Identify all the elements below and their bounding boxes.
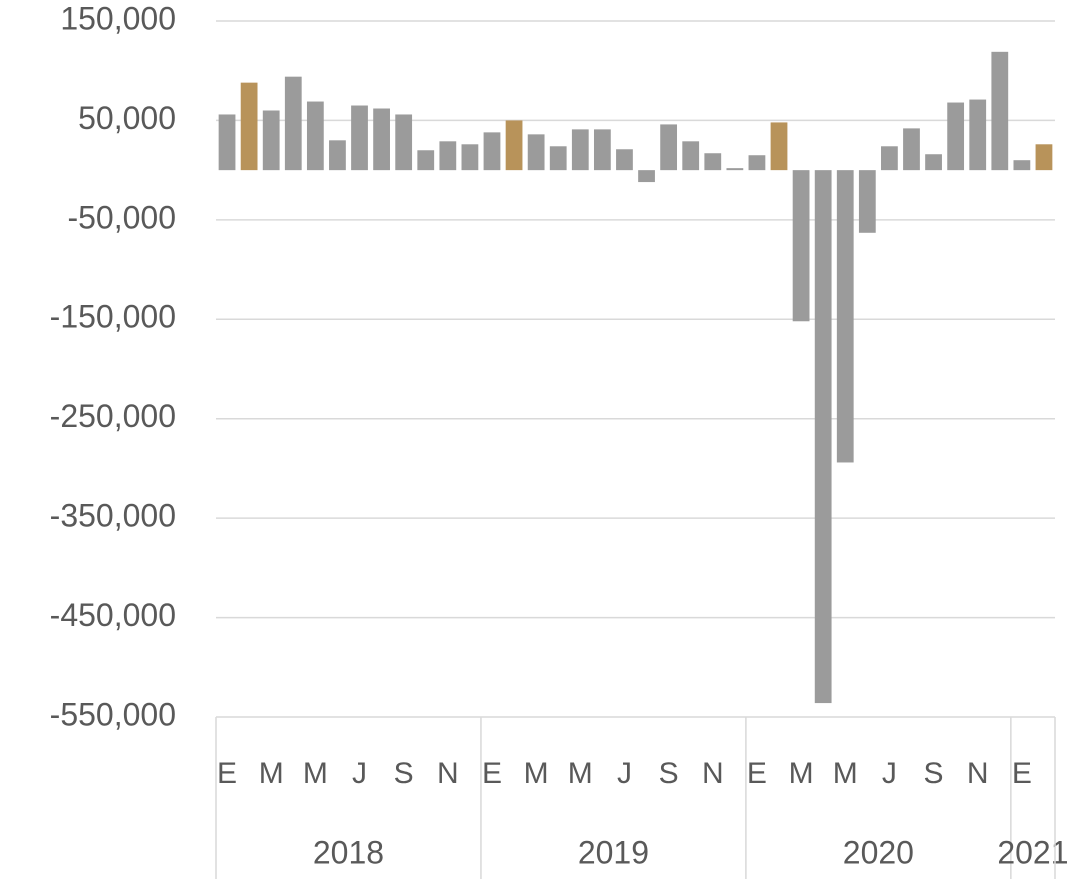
x-tick-label: N bbox=[437, 757, 459, 790]
bar bbox=[395, 114, 413, 171]
x-tick-label: M bbox=[789, 757, 814, 790]
x-tick-label: E bbox=[217, 757, 237, 790]
bar bbox=[483, 132, 501, 171]
x-tick-label: M bbox=[833, 757, 858, 790]
y-tick-label: 50,000 bbox=[78, 100, 176, 136]
x-tick-label: J bbox=[882, 757, 897, 790]
x-tick-label: J bbox=[352, 757, 367, 790]
bar bbox=[638, 170, 655, 183]
x-tick-label: M bbox=[303, 757, 328, 790]
x-tick-label: S bbox=[924, 757, 944, 790]
bar bbox=[284, 76, 302, 171]
bar bbox=[240, 82, 258, 171]
group-label: 2019 bbox=[578, 834, 649, 870]
y-tick-label: -50,000 bbox=[67, 199, 176, 235]
bar bbox=[461, 144, 479, 171]
bar bbox=[527, 134, 545, 171]
y-tick-label: -550,000 bbox=[50, 696, 176, 732]
bar bbox=[351, 105, 368, 171]
bar bbox=[991, 51, 1009, 171]
bar bbox=[1035, 144, 1053, 171]
bar bbox=[969, 99, 987, 171]
bar bbox=[748, 155, 766, 171]
bar bbox=[925, 154, 942, 171]
bar bbox=[836, 170, 854, 463]
y-tick-label: -450,000 bbox=[50, 597, 176, 633]
y-tick-label: -150,000 bbox=[50, 299, 176, 335]
bar bbox=[549, 146, 567, 171]
group-label: 2020 bbox=[843, 834, 914, 870]
bar bbox=[571, 129, 589, 171]
x-tick-label: E bbox=[747, 757, 767, 790]
bar bbox=[858, 170, 876, 233]
bar bbox=[417, 150, 435, 171]
x-tick-label: S bbox=[394, 757, 414, 790]
bar bbox=[947, 102, 965, 171]
bar bbox=[726, 168, 744, 171]
y-tick-label: 150,000 bbox=[60, 0, 176, 36]
x-tick-label: M bbox=[568, 757, 593, 790]
bar bbox=[439, 141, 457, 171]
bar bbox=[660, 124, 678, 171]
bar bbox=[329, 140, 346, 171]
bar bbox=[262, 110, 280, 171]
bar bbox=[881, 146, 898, 171]
bar bbox=[814, 170, 832, 704]
x-tick-label: N bbox=[702, 757, 724, 790]
bar bbox=[770, 122, 788, 171]
bar bbox=[593, 129, 611, 171]
bar bbox=[505, 120, 523, 171]
bar bbox=[792, 170, 810, 322]
group-label: 2021 bbox=[997, 834, 1068, 870]
bar bbox=[306, 101, 324, 171]
x-tick-label: M bbox=[259, 757, 284, 790]
bar bbox=[1013, 160, 1031, 171]
bar bbox=[704, 153, 722, 171]
y-tick-label: -350,000 bbox=[50, 498, 176, 534]
bar bbox=[373, 108, 390, 171]
bar bbox=[218, 114, 236, 171]
bar bbox=[682, 141, 700, 171]
bar bbox=[616, 149, 633, 171]
bar bbox=[903, 128, 920, 171]
x-tick-label: N bbox=[967, 757, 989, 790]
x-tick-label: E bbox=[1012, 757, 1032, 790]
y-tick-label: -250,000 bbox=[50, 398, 176, 434]
group-label: 2018 bbox=[313, 834, 384, 870]
x-tick-label: E bbox=[482, 757, 502, 790]
x-tick-label: M bbox=[524, 757, 549, 790]
x-tick-label: J bbox=[617, 757, 632, 790]
x-tick-label: S bbox=[659, 757, 679, 790]
